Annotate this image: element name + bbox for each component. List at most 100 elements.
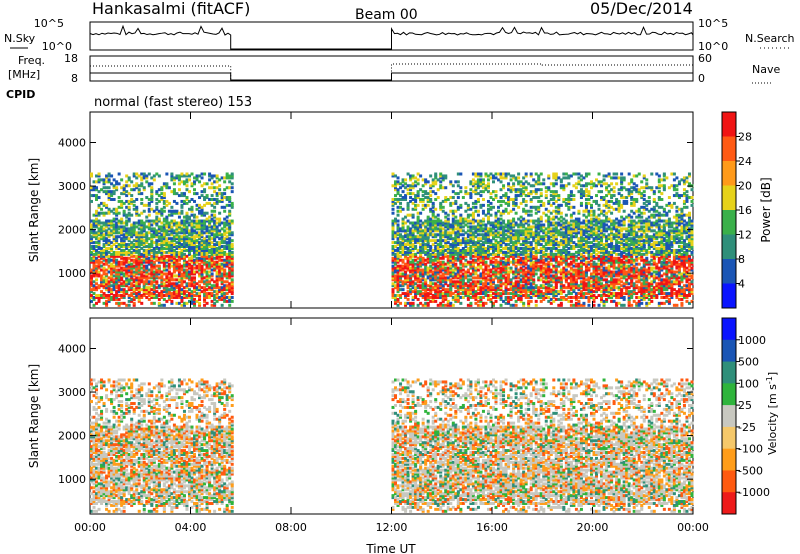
data-cell bbox=[399, 301, 403, 305]
data-cell bbox=[95, 197, 99, 201]
data-cell bbox=[172, 278, 176, 282]
data-cell bbox=[396, 199, 400, 203]
data-cell bbox=[195, 192, 199, 196]
data-cell bbox=[95, 248, 99, 252]
data-cell bbox=[210, 219, 214, 223]
data-cell bbox=[120, 221, 124, 225]
data-cell bbox=[200, 233, 204, 237]
data-cell bbox=[456, 180, 460, 184]
data-cell bbox=[401, 223, 405, 227]
data-cell bbox=[208, 274, 212, 278]
data-cell bbox=[524, 172, 528, 176]
data-cell bbox=[137, 290, 141, 294]
data-cell bbox=[230, 245, 234, 249]
data-cell bbox=[215, 199, 219, 203]
data-cell bbox=[152, 262, 156, 266]
data-cell bbox=[198, 256, 202, 260]
data-cell bbox=[100, 284, 104, 288]
data-cell bbox=[137, 297, 141, 301]
data-cell bbox=[112, 260, 116, 264]
data-cell bbox=[132, 264, 136, 268]
data-cell bbox=[150, 282, 154, 286]
data-cell bbox=[431, 213, 435, 217]
data-cell bbox=[177, 178, 181, 182]
data-cell bbox=[160, 256, 164, 260]
data-cell bbox=[190, 219, 194, 223]
data-cell bbox=[404, 197, 408, 201]
data-cell bbox=[125, 292, 129, 296]
data-cell bbox=[524, 186, 528, 190]
data-cell bbox=[97, 252, 101, 256]
data-cell bbox=[205, 231, 209, 235]
data-cell bbox=[409, 268, 413, 272]
data-cell bbox=[92, 284, 96, 288]
data-cell bbox=[120, 231, 124, 235]
data-cell bbox=[162, 217, 166, 221]
data-cell bbox=[127, 278, 131, 282]
data-cell bbox=[414, 227, 418, 231]
data-cell bbox=[117, 280, 121, 284]
data-cell bbox=[132, 207, 136, 211]
data-cell bbox=[230, 233, 234, 237]
data-cell bbox=[182, 235, 186, 239]
data-cell bbox=[401, 235, 405, 239]
data-cell bbox=[125, 266, 129, 270]
data-cell bbox=[155, 280, 159, 284]
data-cell bbox=[110, 295, 114, 299]
data-cell bbox=[177, 288, 181, 292]
data-cell bbox=[399, 250, 403, 254]
data-cell bbox=[120, 237, 124, 241]
data-cell bbox=[404, 233, 408, 237]
data-cell bbox=[102, 211, 106, 215]
data-cell bbox=[203, 290, 207, 294]
data-cell bbox=[203, 262, 207, 266]
data-cell bbox=[95, 186, 99, 190]
data-cell bbox=[401, 237, 405, 241]
data-cell bbox=[115, 274, 119, 278]
data-cell bbox=[140, 182, 144, 186]
data-cell bbox=[107, 178, 111, 182]
data-cell bbox=[110, 219, 114, 223]
data-cell bbox=[160, 225, 164, 229]
data-cell bbox=[228, 299, 232, 303]
data-cell bbox=[429, 252, 433, 256]
data-cell bbox=[230, 252, 234, 256]
data-cell bbox=[424, 227, 428, 231]
data-cell bbox=[95, 274, 99, 278]
data-cell bbox=[117, 231, 121, 235]
data-cell bbox=[205, 194, 209, 198]
data-cell bbox=[391, 201, 395, 205]
data-cell bbox=[213, 260, 217, 264]
data-cell bbox=[411, 235, 415, 239]
data-cell bbox=[105, 225, 109, 229]
data-cell bbox=[112, 297, 116, 301]
data-cell bbox=[414, 225, 418, 229]
data-cell bbox=[107, 235, 111, 239]
data-cell bbox=[107, 258, 111, 262]
data-cell bbox=[130, 264, 134, 268]
data-cell bbox=[187, 250, 191, 254]
data-cell bbox=[145, 260, 149, 264]
data-cell bbox=[225, 235, 229, 239]
data-cell bbox=[142, 223, 146, 227]
data-cell bbox=[92, 235, 96, 239]
data-cell bbox=[419, 294, 423, 298]
data-cell bbox=[414, 278, 418, 282]
data-cell bbox=[185, 272, 189, 276]
data-cell bbox=[122, 225, 126, 229]
data-cell bbox=[554, 182, 558, 186]
data-cell bbox=[406, 268, 410, 272]
nave-ytick-bottom: 0 bbox=[698, 72, 705, 85]
data-cell bbox=[228, 233, 232, 237]
data-cell bbox=[218, 246, 222, 250]
data-cell bbox=[175, 229, 179, 233]
data-cell bbox=[185, 217, 189, 221]
data-cell bbox=[208, 276, 212, 280]
data-cell bbox=[404, 250, 408, 254]
data-cell bbox=[424, 205, 428, 209]
data-cell bbox=[102, 180, 106, 184]
data-cell bbox=[426, 288, 430, 292]
data-cell bbox=[190, 182, 194, 186]
data-cell bbox=[218, 274, 222, 278]
data-cell bbox=[152, 219, 156, 223]
